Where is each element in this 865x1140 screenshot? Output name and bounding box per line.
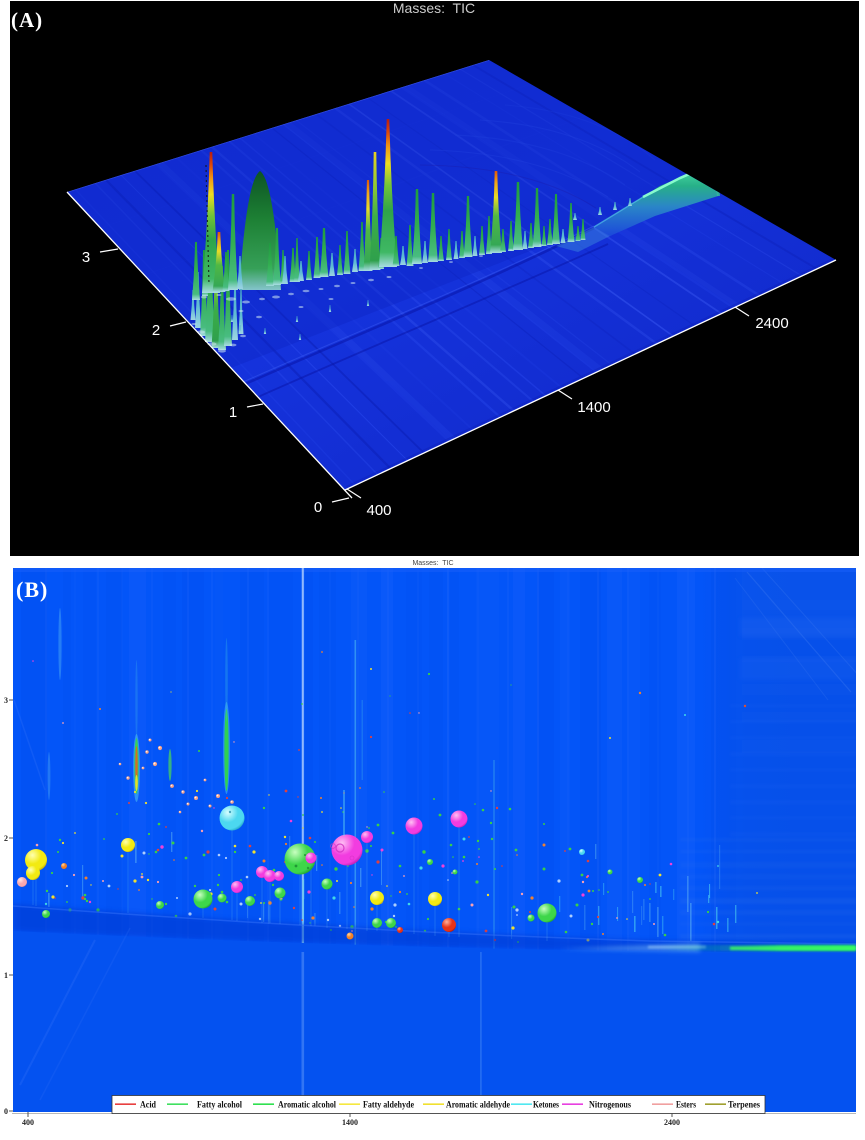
svg-text:Fatty alcohol: Fatty alcohol xyxy=(197,1100,242,1110)
svg-text:Esters: Esters xyxy=(676,1100,696,1110)
svg-text:1: 1 xyxy=(229,404,237,421)
svg-text:(B): (B) xyxy=(16,577,48,602)
svg-text:Acid: Acid xyxy=(140,1100,156,1110)
svg-text:Nitrogenous: Nitrogenous xyxy=(589,1100,631,1110)
svg-text:3: 3 xyxy=(82,249,90,266)
svg-text:0: 0 xyxy=(4,1107,8,1116)
svg-text:Terpenes: Terpenes xyxy=(728,1100,760,1110)
svg-text:Ketones: Ketones xyxy=(533,1100,559,1110)
svg-text:Masses: TIC: Masses: TIC xyxy=(412,560,453,567)
svg-text:(A): (A) xyxy=(11,8,43,32)
svg-text:1400: 1400 xyxy=(342,1118,358,1127)
svg-text:2400: 2400 xyxy=(664,1118,680,1127)
svg-text:3: 3 xyxy=(4,696,8,705)
svg-text:2400: 2400 xyxy=(755,315,788,332)
svg-text:Aromatic aldehyde: Aromatic aldehyde xyxy=(446,1100,510,1110)
svg-text:Fatty aldehyde: Fatty aldehyde xyxy=(363,1100,414,1110)
svg-text:Masses: TIC: Masses: TIC xyxy=(393,0,475,16)
svg-text:Aromatic alcohol: Aromatic alcohol xyxy=(278,1100,336,1110)
svg-text:1: 1 xyxy=(4,971,8,980)
svg-text:1400: 1400 xyxy=(577,399,610,416)
svg-text:2: 2 xyxy=(152,322,160,339)
svg-text:2: 2 xyxy=(4,834,8,843)
svg-text:400: 400 xyxy=(366,502,391,519)
svg-text:0: 0 xyxy=(314,499,322,516)
svg-text:400: 400 xyxy=(22,1118,34,1127)
